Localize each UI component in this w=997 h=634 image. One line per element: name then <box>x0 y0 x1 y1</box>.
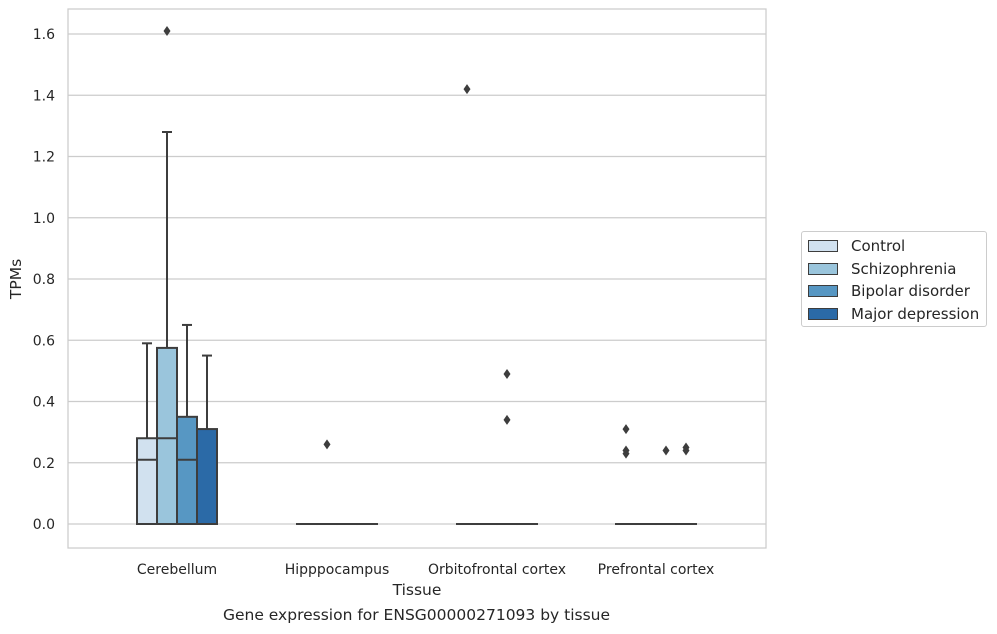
box-major-depression <box>196 354 218 525</box>
legend-swatch <box>808 240 838 252</box>
figure-caption: Gene expression for ENSG00000271093 by t… <box>222 606 611 624</box>
legend-item: Bipolar disorder <box>808 282 970 300</box>
box-major-depression <box>675 442 697 526</box>
plot-frame <box>67 8 767 549</box>
box-control <box>615 424 637 526</box>
box-bipolar-disorder <box>176 323 198 525</box>
box-bipolar-disorder <box>496 368 518 526</box>
y-tick-label: 1.2 <box>33 150 55 166</box>
y-tick-label: 0.0 <box>33 517 55 533</box>
legend-swatch <box>808 285 838 297</box>
outlier-point <box>163 25 171 36</box>
outlier-point <box>503 414 511 425</box>
legend-swatch <box>808 262 838 275</box>
box-iqr <box>196 428 218 525</box>
box-control <box>136 342 158 525</box>
outlier-point <box>463 84 471 95</box>
legend-label: Bipolar disorder <box>851 282 970 300</box>
y-tick-label: 1.6 <box>33 27 55 43</box>
y-tick-label: 1.4 <box>33 88 55 104</box>
outlier-point <box>622 424 630 435</box>
box-series <box>136 25 697 526</box>
box-bipolar-disorder <box>655 445 677 526</box>
box-iqr <box>136 437 158 525</box>
box-control <box>456 84 478 526</box>
y-axis-label: TPMs <box>7 259 25 300</box>
box-iqr <box>156 346 178 525</box>
x-tick-label: Hipppocampus <box>285 562 390 578</box>
box-schizophrenia <box>156 25 178 525</box>
y-tick-label: 0.6 <box>33 333 55 349</box>
x-tick-label: Prefrontal cortex <box>598 562 715 578</box>
box-schizophrenia <box>316 439 338 526</box>
x-axis-label: Tissue <box>392 581 442 599</box>
y-tick-label: 0.2 <box>33 456 55 472</box>
y-tick-label: 0.4 <box>33 395 55 411</box>
outlier-point <box>662 445 670 456</box>
outlier-point <box>622 448 630 459</box>
legend-item: Schizophrenia <box>808 260 956 278</box>
outlier-point <box>323 439 331 450</box>
legend-item: Control <box>808 237 905 255</box>
x-tick-label: Cerebellum <box>137 562 217 578</box>
legend: Control Schizophrenia Bipolar disorder Majo… <box>801 231 987 327</box>
x-tick-label: Orbitofrontal cortex <box>428 562 566 578</box>
legend-swatch <box>808 307 838 320</box>
legend-label: Control <box>851 237 906 255</box>
y-tick-labels: 0.0 0.2 0.4 0.6 0.8 1.0 1.2 1.4 1.6 <box>33 27 55 533</box>
y-tick-label: 1.0 <box>33 211 55 227</box>
outlier-point <box>682 445 690 456</box>
legend-label: Schizophrenia <box>851 259 957 278</box>
y-tick-label: 0.8 <box>33 272 55 288</box>
outlier-point <box>503 368 511 379</box>
x-tick-labels: Cerebellum Hipppocampus Orbitofrontal cort… <box>137 562 714 578</box>
box-iqr <box>176 415 198 525</box>
legend-label: Major depression <box>851 304 980 323</box>
legend-item: Major depression <box>808 305 979 323</box>
